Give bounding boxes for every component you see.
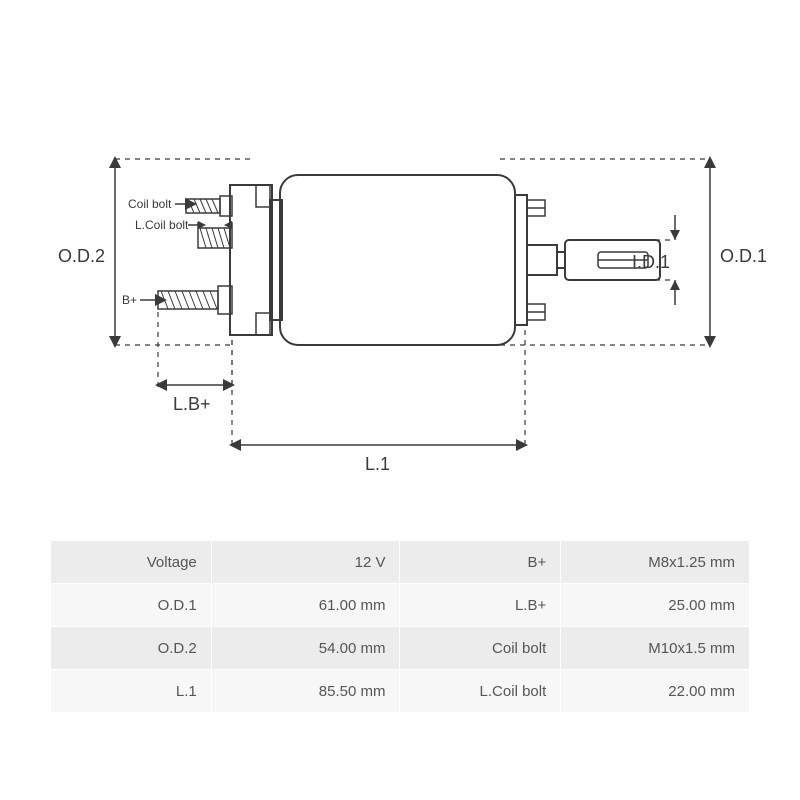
spec-value: 85.50 mm [211, 670, 400, 713]
table-row: L.185.50 mmL.Coil bolt22.00 mm [51, 670, 750, 713]
figure-root: O.D.2 O.D.1 I.D.1 L.1 L.B+ Coil bolt L.C… [0, 0, 800, 800]
spec-label: O.D.2 [51, 627, 212, 670]
label-lcoil-bolt: L.Coil bolt [135, 218, 189, 232]
label-od1: O.D.1 [720, 246, 767, 266]
label-od2: O.D.2 [58, 246, 105, 266]
label-id1: I.D.1 [632, 252, 670, 272]
spec-label: Coil bolt [400, 627, 561, 670]
spec-value: 54.00 mm [211, 627, 400, 670]
spec-value: M8x1.25 mm [561, 541, 750, 584]
bplus-terminal [158, 286, 232, 314]
label-coil-bolt: Coil bolt [128, 197, 172, 211]
spec-label: Voltage [51, 541, 212, 584]
table-row: O.D.254.00 mmCoil boltM10x1.5 mm [51, 627, 750, 670]
spec-value: 12 V [211, 541, 400, 584]
spec-label: L.B+ [400, 584, 561, 627]
table-row: Voltage12 VB+M8x1.25 mm [51, 541, 750, 584]
coil-bolt [186, 196, 232, 216]
label-lbplus: L.B+ [173, 394, 211, 414]
spec-label: L.Coil bolt [400, 670, 561, 713]
spec-value: 61.00 mm [211, 584, 400, 627]
spec-value: 25.00 mm [561, 584, 750, 627]
spec-table: Voltage12 VB+M8x1.25 mmO.D.161.00 mmL.B+… [50, 540, 750, 713]
lcoil-bolt [198, 228, 232, 248]
label-l1: L.1 [365, 454, 390, 474]
spec-label: L.1 [51, 670, 212, 713]
spec-label: O.D.1 [51, 584, 212, 627]
spec-value: M10x1.5 mm [561, 627, 750, 670]
spec-label: B+ [400, 541, 561, 584]
table-row: O.D.161.00 mmL.B+25.00 mm [51, 584, 750, 627]
solenoid-diagram: O.D.2 O.D.1 I.D.1 L.1 L.B+ Coil bolt L.C… [0, 0, 800, 540]
label-bplus: B+ [122, 293, 137, 307]
spec-value: 22.00 mm [561, 670, 750, 713]
